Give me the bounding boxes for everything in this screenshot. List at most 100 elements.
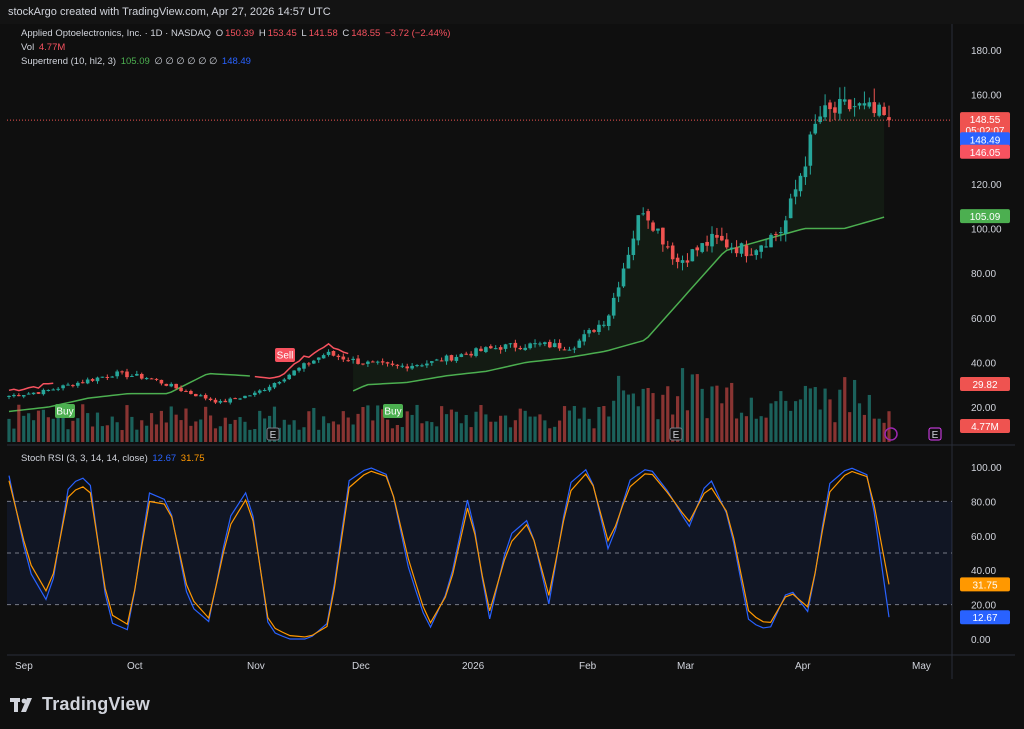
volume-bar	[22, 415, 26, 442]
volume-bar	[86, 413, 90, 442]
time-tick-label: Apr	[795, 661, 811, 672]
candle-body	[297, 367, 301, 371]
volume-bar	[690, 374, 694, 442]
candle-body	[759, 245, 763, 252]
volume-bar	[833, 422, 837, 442]
candle-body	[184, 391, 188, 393]
candle-body	[611, 297, 616, 316]
candle-body	[444, 355, 449, 362]
volume-ma-tag-box	[960, 377, 1010, 391]
supertrend-value: 105.09	[120, 56, 150, 67]
candle-body	[400, 365, 405, 367]
volume-bar	[125, 405, 129, 442]
volume-bar	[651, 393, 655, 442]
rsi-tick-label: 60.00	[971, 532, 996, 543]
open-value: 150.39	[225, 28, 255, 39]
candle-body	[685, 260, 690, 263]
volume-bar	[538, 414, 542, 442]
candle-body	[602, 324, 606, 326]
candle-body	[405, 366, 410, 369]
candle-body	[636, 215, 641, 241]
candle-body	[547, 341, 552, 348]
chart-frame[interactable]: 180.00160.00140.00120.00100.0080.0060.00…	[7, 24, 1015, 679]
candle-body	[754, 250, 759, 256]
volume-bar	[489, 421, 493, 442]
candle-body	[174, 383, 178, 389]
candle-body	[734, 247, 739, 254]
volume-bar	[425, 421, 429, 442]
volume-bar	[469, 427, 473, 442]
stoch-d-tag-box	[960, 577, 1010, 592]
candle-body	[110, 376, 115, 378]
candle-body	[764, 246, 768, 248]
candle-body	[21, 395, 26, 397]
rsi-legend: Stoch RSI (3, 3, 14, 14, close) 12.67 31…	[21, 453, 207, 464]
volume-tag-box	[960, 419, 1010, 433]
candle-body	[543, 342, 547, 345]
candle-body	[484, 347, 488, 352]
time-tick-label: 2026	[462, 661, 485, 672]
volume-bar	[621, 390, 626, 442]
candle-body	[488, 346, 493, 349]
volume-bar	[31, 420, 36, 442]
candle-body	[213, 399, 218, 403]
rsi-tick-label: 100.00	[971, 463, 1002, 474]
tradingview-brand[interactable]: TradingView	[10, 694, 150, 715]
candle-body	[621, 268, 626, 287]
candle-body	[351, 358, 355, 361]
volume-bar	[449, 409, 454, 442]
volume-bar	[444, 414, 449, 442]
volume-bar	[479, 405, 483, 442]
volume-bar	[769, 403, 773, 442]
close-value: 148.55	[351, 28, 381, 39]
candle-body	[710, 233, 714, 247]
volume-bar	[508, 427, 513, 442]
volume-bar	[400, 427, 404, 442]
upcoming-earnings-marker: E	[932, 430, 939, 441]
volume-bar	[582, 407, 586, 442]
candle-body	[803, 166, 808, 178]
candle-body	[90, 379, 95, 381]
volume-bar	[420, 423, 424, 442]
candle-body	[538, 343, 542, 345]
volume-bar	[464, 415, 468, 442]
candle-body	[292, 370, 296, 376]
volume-bar	[813, 387, 817, 442]
candle-body	[262, 389, 267, 391]
candle-body	[321, 355, 326, 359]
time-tick-label: Sep	[15, 661, 33, 672]
candle-body	[346, 360, 351, 362]
candle-body	[71, 385, 75, 387]
top-bar: stockArgo created with TradingView.com, …	[0, 0, 1024, 24]
candle-body	[390, 363, 395, 365]
rsi-tick-label: 80.00	[971, 497, 996, 508]
price-tick-label: 60.00	[971, 314, 996, 325]
candle-body	[459, 354, 464, 358]
candle-body	[105, 376, 110, 378]
volume-bar	[351, 424, 355, 442]
supertrend-up-tag-box	[960, 132, 1010, 147]
candle-body	[616, 287, 621, 297]
volume-bar	[336, 424, 340, 442]
chart-canvas[interactable]: 180.00160.00140.00120.00100.0080.0060.00…	[7, 24, 1015, 679]
candle-body	[606, 315, 611, 326]
candle-body	[120, 371, 124, 373]
candle-body	[361, 363, 365, 365]
candle-body	[331, 350, 336, 356]
volume-bar	[81, 404, 85, 442]
volume-bar	[823, 388, 827, 442]
price-legend: Applied Optoelectronics, Inc. · 1D · NAS…	[21, 28, 452, 39]
volume-bar	[130, 416, 134, 442]
candle-body	[887, 117, 891, 121]
stoch-k-line	[8, 467, 890, 640]
candle-body	[808, 134, 813, 166]
volume-bar	[287, 424, 291, 442]
volume-bar	[179, 420, 183, 442]
candle-body	[125, 371, 129, 378]
volume-bar	[282, 419, 286, 442]
volume-bar	[744, 416, 749, 442]
candle-body	[656, 228, 660, 231]
candle-body	[169, 383, 174, 387]
candle-body	[56, 388, 60, 390]
candle-body	[366, 361, 370, 364]
